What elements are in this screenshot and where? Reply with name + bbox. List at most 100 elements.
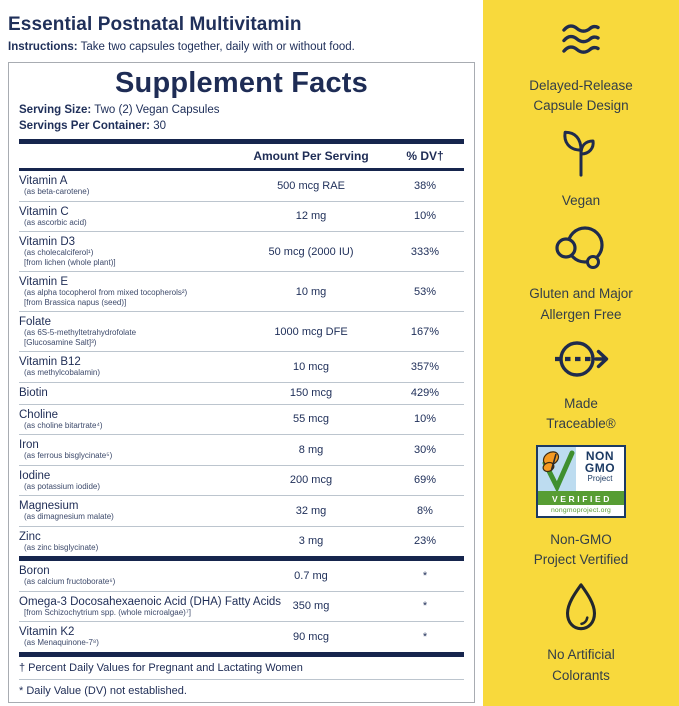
nutrient-source-line: [from Brassica napus (seed)] (24, 297, 127, 307)
nutrient-amount: 10 mcg (292, 360, 330, 373)
nutrient-amount: 0.7 mg (294, 569, 328, 582)
nutrient-source-line: (as Menaquinone-7⁸) (24, 638, 99, 647)
nutrient-dv: 30% (413, 443, 437, 456)
nutrient-name-cell: Folate (as 6S-5-methyltetrahydrofolate [G… (19, 315, 236, 348)
nutrient-dv: 10% (413, 413, 437, 426)
nutrient-dv: 8% (417, 504, 433, 517)
nutrient-name: Biotin (19, 387, 48, 399)
nutrient-source-line: (as ferrous bisglycinate⁵) (24, 451, 113, 460)
medium-divider-bar (19, 168, 464, 171)
nutrient-name: Iron (19, 439, 39, 451)
table-row: Folate (as 6S-5-methyltetrahydrofolate [G… (19, 311, 464, 351)
table-row: Biotin 150 mcg 429% (19, 381, 464, 404)
servings-per-container-line: Servings Per Container: 30 (19, 119, 464, 135)
nutrient-dv: * (422, 630, 428, 643)
non-gmo-seal-text: NON GMO Project (576, 447, 624, 491)
seal-word-gmo: GMO (584, 461, 616, 476)
nutrient-amount: 150 mcg (289, 387, 333, 399)
servings-value: 30 (153, 119, 167, 132)
supplement-facts-title: Supplement Facts (115, 67, 368, 99)
nutrient-sub: (as beta-carotene) (24, 187, 236, 197)
table-row: Iodine (as potassium iodide) 200 mcg 69% (19, 464, 464, 496)
thick-divider-bar (19, 139, 464, 144)
nutrient-source-line: [from Schizochytrium spp. (whole microal… (24, 607, 191, 617)
nutrient-name: Vitamin B12 (19, 356, 81, 368)
seal-word-project: Project (587, 474, 613, 484)
nutrient-source-line: (as ascorbic acid) (24, 217, 87, 227)
nutrient-name: Vitamin E (19, 276, 69, 288)
nutrient-dv: 69% (413, 474, 437, 487)
nutrient-sub: [from Schizochytrium spp. (whole microal… (24, 608, 236, 618)
nutrient-name-cell: Biotin (19, 386, 236, 400)
table-row: Vitamin E (as alpha tocopherol from mixe… (19, 271, 464, 311)
nutrient-amount: 12 mg (295, 210, 327, 223)
feature-label: No Artificial Colorants (547, 647, 615, 683)
droplet-icon (559, 581, 603, 633)
nutrient-name-cell: Omega-3 Docosahexaenoic Acid (DHA) Fatty… (19, 595, 282, 619)
nutrient-name: Zinc (19, 530, 41, 543)
nutrient-source-line: (as choline bitartrate⁴) (24, 420, 103, 430)
feature-label: Gluten and Major Allergen Free (529, 286, 633, 322)
nutrient-name-cell: Vitamin K2 (as Menaquinone-7⁸) (19, 625, 236, 649)
non-gmo-seal-main: NON GMO Project (537, 447, 624, 492)
nutrient-sub: (as dimagnesium malate) (24, 512, 236, 522)
nutrient-name-cell: Boron (as calcium fructoborate⁶) (19, 564, 236, 588)
nutrient-amount: 500 mcg RAE (277, 179, 345, 192)
nutrient-source-line: [from lichen (whole plant)] (24, 257, 116, 267)
nutrient-dv: 23% (413, 535, 437, 548)
features-sidebar: Delayed-Release Capsule Design Vegan (483, 0, 679, 706)
nutrient-sub: (as alpha tocopherol from mixed tocopher… (24, 288, 236, 307)
nutrient-name: Omega-3 Docosahexaenoic Acid (DHA) Fatty… (19, 595, 282, 608)
non-gmo-seal: NON GMO Project VERIFIED nongmoproject.o… (535, 445, 626, 519)
serving-size-line: Serving Size: Two (2) Vegan Capsules (19, 103, 464, 119)
nutrient-source-line: (as methylcobalamin) (24, 368, 101, 377)
table-row: Vitamin K2 (as Menaquinone-7⁸) 90 mcg * (19, 621, 464, 652)
nutrient-name-cell: Iron (as ferrous bisglycinate⁵) (19, 438, 236, 462)
header-amount-per-serving: Amount Per Serving (253, 149, 369, 163)
nutrient-amount: 3 mg (298, 535, 324, 548)
feature-non-gmo: NON GMO Project VERIFIED nongmoproject.o… (533, 445, 629, 571)
nutrient-sub: (as methylcobalamin) (24, 368, 236, 378)
table-row: Zinc (as zinc bisglycinate) 3 mg 23% (19, 525, 464, 557)
feature-label: Non-GMO Project Vertified (533, 532, 629, 568)
traceable-icon (550, 336, 612, 382)
instructions-text: Take two capsules together, daily with o… (80, 41, 355, 53)
allergen-free-icon (552, 222, 610, 272)
nutrient-name-cell: Iodine (as potassium iodide) (19, 469, 236, 493)
nutrient-name: Choline (19, 408, 58, 421)
nutrient-source-line: (as calcium fructoborate⁶) (24, 577, 116, 586)
nutrient-name-cell: Choline (as choline bitartrate⁴) (19, 408, 236, 432)
page-title: Essential Postnatal Multivitamin (8, 14, 302, 35)
nutrient-dv: 38% (413, 179, 437, 192)
nutrient-name-cell: Vitamin E (as alpha tocopherol from mixe… (19, 275, 236, 308)
nutrient-source-line: (as zinc bisglycinate) (24, 542, 99, 552)
sprout-icon (556, 127, 606, 179)
nutrient-source-line: (as beta-carotene) (24, 187, 90, 196)
label-panel: Essential Postnatal Multivitamin Instruc… (8, 14, 475, 703)
instructions-label: Instructions: (8, 41, 78, 53)
butterfly-icon (537, 447, 576, 492)
nutrient-sub: (as choline bitartrate⁴) (24, 421, 236, 431)
nutrient-name-cell: Magnesium (as dimagnesium malate) (19, 499, 236, 523)
feature-label: Vegan (561, 193, 601, 209)
nutrient-amount: 32 mg (295, 504, 327, 517)
nutrient-dv: 429% (410, 387, 440, 399)
nutrient-dv: 10% (413, 210, 437, 223)
nutrient-source-line: (as alpha tocopherol from mixed tocopher… (24, 288, 188, 297)
waves-icon (558, 22, 604, 64)
table-header-row: Amount Per Serving % DV† (19, 144, 464, 168)
nutrient-name: Boron (19, 565, 50, 577)
nutrient-amount: 200 mcg (289, 474, 333, 487)
nutrient-sub: (as potassium iodide) (24, 482, 236, 492)
nutrient-name-cell: Vitamin B12 (as methylcobalamin) (19, 355, 236, 379)
feature-vegan: Vegan (556, 127, 606, 211)
feature-made-traceable: Made Traceable® (546, 336, 616, 435)
table-row: Choline (as choline bitartrate⁴) 55 mcg … (19, 403, 464, 435)
nutrient-dv: * (422, 569, 428, 582)
nutrient-dv: * (422, 600, 428, 613)
table-row: Magnesium (as dimagnesium malate) 32 mg … (19, 495, 464, 526)
nutrient-sub: (as ferrous bisglycinate⁵) (24, 451, 236, 461)
serving-size-label: Serving Size: (19, 104, 92, 116)
table-row: Vitamin C (as ascorbic acid) 12 mg 10% (19, 200, 464, 232)
nutrient-sub: (as zinc bisglycinate) (24, 543, 236, 553)
